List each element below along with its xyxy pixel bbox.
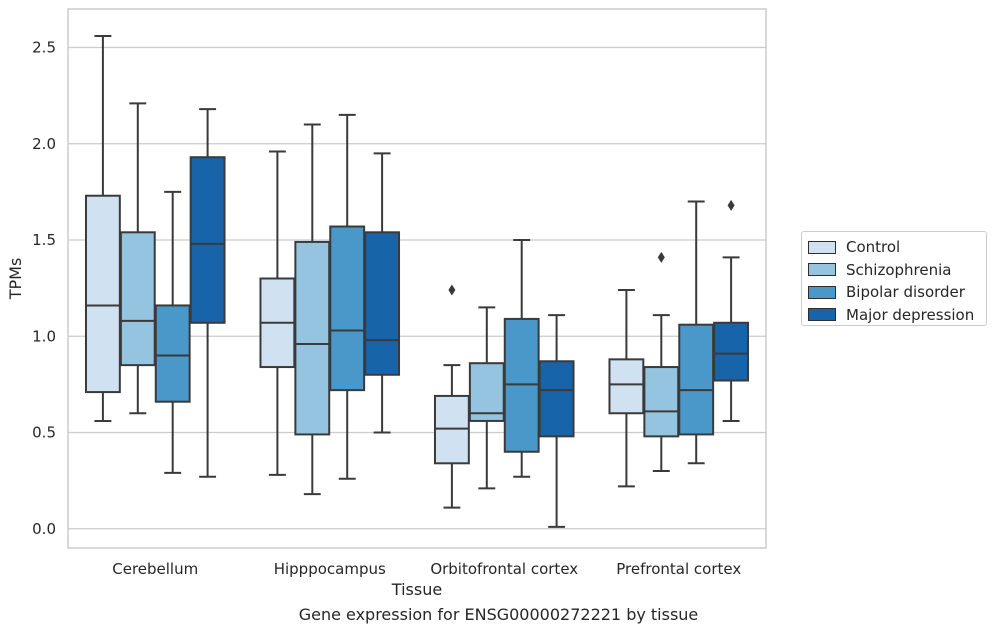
y-tick-label: 2.5 (32, 39, 56, 57)
legend-item-major-depression: Major depression (808, 304, 986, 327)
box-bipolar-disorder-prefrontal-cortex (678, 323, 715, 436)
x-axis-label: Tissue (391, 580, 442, 599)
legend-swatch-bipolar-disorder (808, 285, 836, 299)
box-schizophrenia-prefrontal-cortex (643, 366, 680, 438)
legend-label-bipolar-disorder: Bipolar disorder (846, 283, 965, 302)
legend: Control Schizophrenia Bipolar disorder M… (801, 231, 987, 326)
x-tick-label: Orbitofrontal cortex (430, 560, 578, 578)
y-tick-label: 1.5 (32, 231, 56, 249)
legend-item-bipolar-disorder: Bipolar disorder (808, 281, 986, 304)
y-tick-label: 0.5 (32, 424, 56, 442)
chart-caption: Gene expression for ENSG00000272221 by t… (298, 605, 699, 624)
box-control-cerebellum (84, 194, 121, 394)
x-tick-label: Cerebellum (112, 560, 198, 578)
legend-swatch-control (808, 240, 836, 254)
legend-label-major-depression: Major depression (846, 305, 975, 324)
box-major-depression-orbitofrontal-cortex (538, 360, 575, 438)
y-axis-label: TPMs (6, 258, 25, 301)
box-bipolar-disorder-hipppocampus (329, 225, 366, 392)
legend-label-schizophrenia: Schizophrenia (846, 260, 952, 279)
box-schizophrenia-orbitofrontal-cortex (468, 362, 505, 422)
y-tick-label: 1.0 (32, 327, 56, 345)
box-schizophrenia-hipppocampus (294, 240, 331, 436)
box-schizophrenia-cerebellum (119, 231, 156, 367)
box-major-depression-cerebellum (189, 156, 226, 324)
legend-label-control: Control (846, 238, 901, 257)
y-tick-label: 0.0 (32, 520, 56, 538)
x-tick-label: Prefrontal cortex (616, 560, 741, 578)
legend-item-control: Control (808, 236, 986, 259)
y-tick-label: 2.0 (32, 135, 56, 153)
box-major-depression-hipppocampus (364, 231, 401, 376)
box-control-prefrontal-cortex (608, 358, 645, 415)
x-tick-label: Hipppocampus (274, 560, 386, 578)
legend-item-schizophrenia: Schizophrenia (808, 259, 986, 282)
outlier-schizophrenia-prefrontal-cortex-0 (657, 251, 665, 263)
plot-frame (67, 8, 767, 549)
outlier-major-depression-prefrontal-cortex-0 (727, 199, 735, 211)
outlier-control-orbitofrontal-cortex-0 (448, 284, 456, 296)
box-major-depression-prefrontal-cortex (713, 321, 750, 382)
legend-swatch-major-depression (808, 308, 836, 322)
legend-swatch-schizophrenia (808, 263, 836, 277)
box-bipolar-disorder-cerebellum (154, 304, 191, 403)
